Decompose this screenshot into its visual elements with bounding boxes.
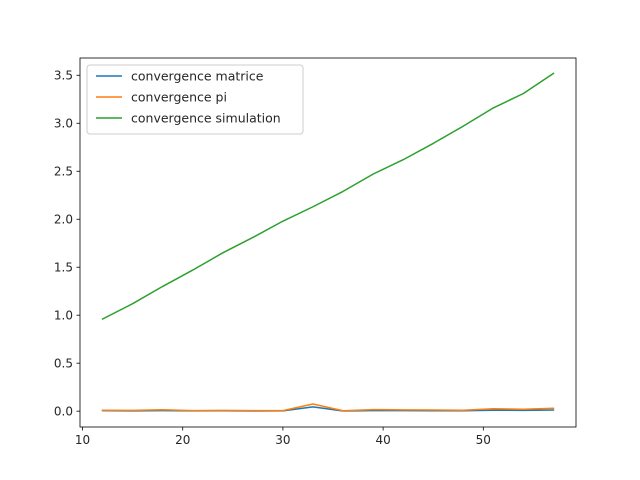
y-tick-label: 3.0 [54, 117, 73, 131]
x-axis-ticks: 10 20 30 40 50 [75, 427, 491, 447]
y-tick-label: 2.0 [54, 213, 73, 227]
y-tick-label: 2.5 [54, 165, 73, 179]
legend-label: convergence pi [131, 90, 227, 105]
legend: convergence matrice convergence pi converg… [86, 64, 304, 135]
x-tick-label: 10 [75, 433, 90, 447]
legend-label: convergence matrice [131, 69, 264, 84]
y-tick-label: 3.5 [54, 69, 73, 83]
x-tick-label: 20 [175, 433, 190, 447]
y-tick-label: 1.5 [54, 261, 73, 275]
legend-label: convergence simulation [131, 111, 281, 126]
y-axis-ticks: 0.0 0.5 1.0 1.5 2.0 2.5 3.0 3.5 [54, 69, 80, 418]
y-tick-label: 0.0 [54, 404, 73, 418]
y-tick-label: 0.5 [54, 356, 73, 370]
series-line-convergence-pi [101, 403, 555, 412]
plot-lines [101, 72, 555, 412]
legend-box [86, 64, 304, 135]
y-tick-label: 1.0 [54, 308, 73, 322]
axes [79, 57, 577, 428]
series-line-convergence-simulation [101, 72, 555, 321]
x-tick-label: 30 [275, 433, 290, 447]
x-tick-label: 50 [476, 433, 491, 447]
x-tick-label: 40 [375, 433, 390, 447]
axes-frame [79, 57, 577, 428]
